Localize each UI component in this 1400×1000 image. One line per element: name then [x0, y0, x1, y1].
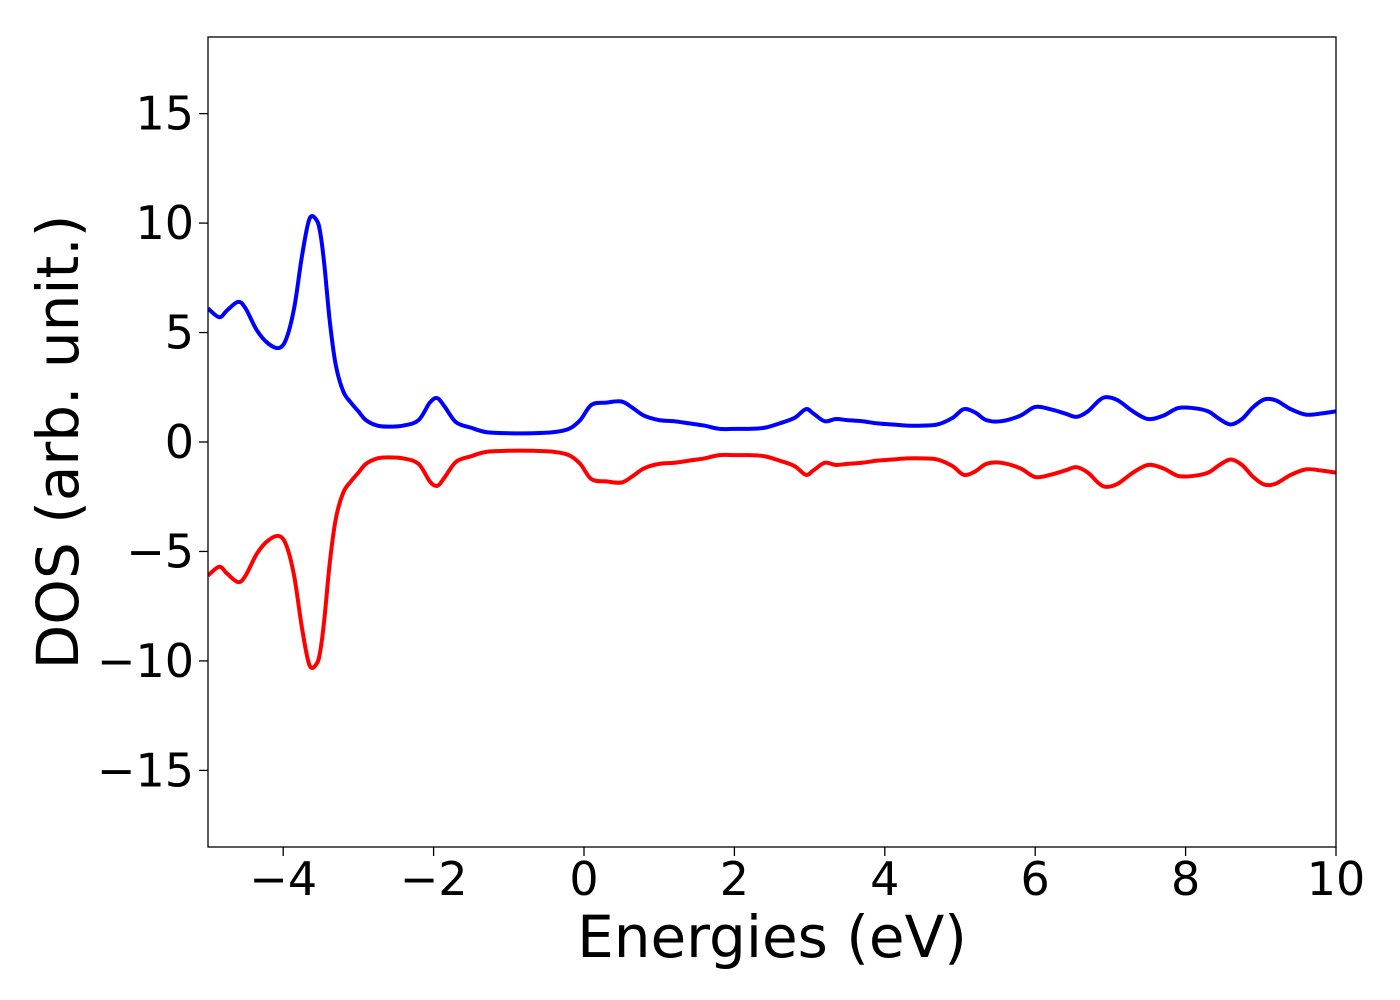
x-axis-ticks: −4 −2 0 2 4 6 8 10 [249, 847, 1365, 906]
x-tick-label: 4 [870, 852, 899, 906]
y-tick-label: 5 [165, 306, 194, 360]
y-axis-ticks: −15 −10 −5 0 5 10 15 [97, 87, 208, 797]
y-axis-title: DOS (arb. unit.) [24, 215, 92, 670]
x-tick-label: 10 [1307, 852, 1366, 906]
y-tick-label: 10 [135, 196, 194, 250]
series-line-red [208, 448, 1336, 670]
x-tick-label: 6 [1021, 852, 1050, 906]
x-axis-title: Energies (eV) [577, 903, 967, 971]
x-tick-label: 0 [569, 852, 598, 906]
x-tick-label: −2 [400, 852, 468, 906]
y-tick-label: 0 [165, 415, 194, 469]
y-tick-label: −5 [126, 524, 194, 578]
x-tick-label: −4 [249, 852, 317, 906]
series-line-blue [208, 214, 1336, 436]
y-tick-label: −15 [97, 743, 194, 797]
series-layer [208, 214, 1336, 670]
y-tick-label: 15 [135, 87, 194, 141]
x-tick-label: 8 [1171, 852, 1200, 906]
y-tick-label: −10 [97, 634, 194, 688]
plot-frame [207, 36, 1337, 848]
x-tick-label: 2 [720, 852, 749, 906]
